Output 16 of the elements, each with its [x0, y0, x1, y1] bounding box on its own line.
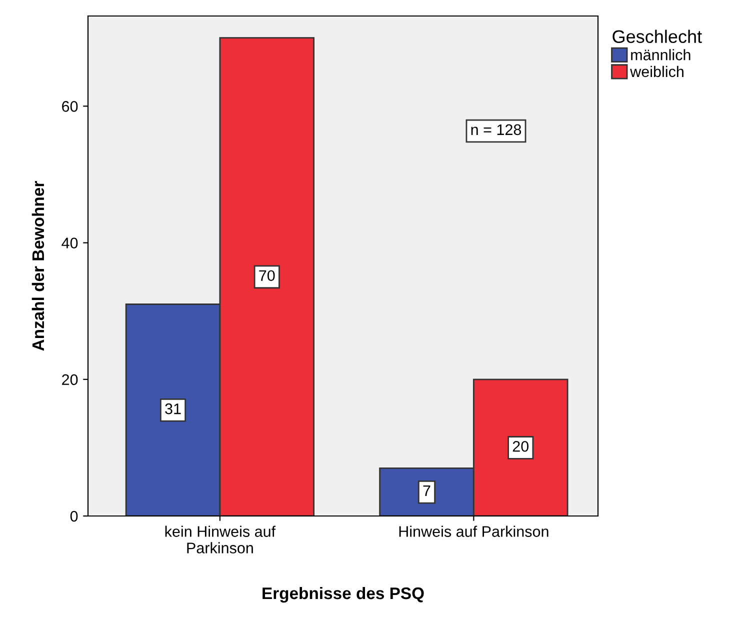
y-tick-label: 40: [62, 238, 78, 248]
data-label: 7: [423, 486, 430, 496]
x-tick-label: Hinweis auf Parkinson: [399, 526, 548, 537]
data-label: 20: [512, 440, 529, 452]
x-axis-title: Ergebnisse des PSQ: [262, 586, 424, 603]
y-axis-title: Anzahl der Bewohner: [32, 181, 44, 351]
data-label: 31: [165, 403, 181, 414]
y-tick-label: 20: [62, 374, 78, 386]
annotation: n = 128: [471, 124, 522, 136]
y-tick-label: 60: [62, 101, 78, 112]
legend-label: weiblich: [630, 66, 684, 78]
data-label: 70: [259, 270, 275, 282]
y-tick-label: 0: [70, 510, 78, 522]
x-tick-label: kein Hinweis auf Parkinson: [165, 526, 276, 554]
legend-label: männlich: [631, 49, 690, 60]
legend-title: Geschlecht: [612, 30, 702, 44]
